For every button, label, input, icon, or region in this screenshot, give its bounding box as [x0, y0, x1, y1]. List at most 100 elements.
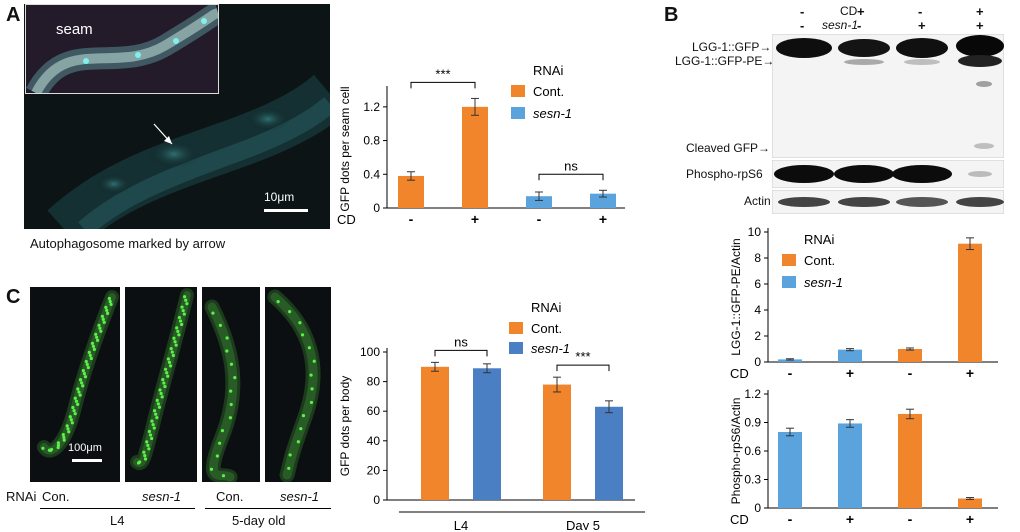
gfp-dot: [176, 329, 180, 333]
x-category-label: +: [846, 511, 854, 527]
y-tick-label: 10: [748, 225, 762, 239]
gfp-dot: [146, 443, 150, 447]
gfp-dot: [166, 374, 170, 378]
gfp-dot: [171, 353, 175, 358]
gfp-dot: [78, 378, 83, 382]
x-category-label: +: [599, 211, 607, 227]
x-row-label: CD: [730, 366, 749, 381]
x-category-label: Day 5: [566, 518, 600, 530]
gfp-dot: [300, 333, 305, 337]
x-category-label: +: [966, 365, 974, 381]
gfp-dot: [142, 450, 146, 454]
gfp-dot: [69, 418, 73, 422]
gfp-dot: [65, 424, 69, 428]
worm-4-art: [267, 289, 321, 482]
blot-lgg1: [772, 34, 1004, 158]
chart-a: 0 0.4 0.8 1.2 GFP dots per seam cell - + - + CD RN…: [337, 63, 625, 227]
gfp-dot: [80, 381, 84, 385]
gfp-dot: [220, 428, 225, 433]
band-label-lgg1-gfp-pe: LGG-1::GFP-PE→: [675, 54, 775, 68]
gfp-dot: [309, 400, 314, 405]
gfp-dot: [225, 336, 229, 340]
gfp-dot: [225, 349, 229, 353]
chart-c: 0 20 40 60 80 100 GFP dots per body ns L4 *** Day …: [338, 300, 645, 530]
gfp-dot: [100, 314, 105, 318]
gfp-dot: [182, 312, 186, 316]
gfp-dot: [66, 427, 70, 431]
gfp-dot: [298, 321, 302, 325]
gfp-dot: [95, 338, 100, 342]
y-tick-label: 0.3: [744, 473, 761, 487]
worm-1-art: [37, 290, 119, 458]
significance-label: ns: [454, 334, 468, 349]
panel-a-label: A: [6, 4, 21, 26]
x-category-label: +: [846, 365, 854, 381]
worm-label-2: sesn-1: [142, 489, 182, 504]
gfp-dot: [211, 311, 215, 315]
gfp-dot: [71, 405, 75, 410]
y-tick-label: 8: [754, 251, 761, 265]
gfp-dot: [107, 296, 112, 301]
y-tick-label: 4: [754, 303, 761, 317]
y-tick-label: 0: [373, 493, 380, 507]
group-line-day5: [205, 508, 331, 509]
arrow-head: [164, 136, 172, 144]
gfp-dot: [299, 427, 303, 431]
x-row-label: CD: [730, 512, 749, 527]
significance-bracket: [556, 364, 610, 372]
gfp-dot: [56, 441, 61, 445]
bar: [958, 498, 982, 508]
gfp-dot: [70, 421, 74, 425]
bar: [543, 384, 571, 500]
gfp-dot: [68, 415, 72, 419]
gfp-dot: [228, 416, 232, 420]
y-tick-label: 0.9: [744, 416, 761, 430]
y-tick-label: 60: [367, 404, 381, 418]
significance-bracket: [538, 173, 604, 181]
x-category-label: -: [908, 365, 913, 381]
x-category-label: -: [908, 511, 913, 527]
x-category-label: +: [471, 211, 479, 227]
y-tick-label: 2: [754, 329, 761, 343]
legend-swatch: [509, 342, 523, 354]
y-tick-label: 0: [373, 201, 380, 215]
gfp-dot: [86, 365, 90, 370]
seam-inset: seam: [25, 4, 219, 94]
y-tick-label: 100: [360, 345, 380, 359]
group-label-l4: L4: [110, 513, 125, 528]
inset-seam-label: seam: [56, 21, 93, 38]
worm-body-core: [270, 292, 318, 480]
gfp-dot: [41, 446, 45, 450]
gfp-dot: [229, 362, 234, 366]
gfp-dot: [83, 375, 88, 379]
gfp-dot: [163, 384, 167, 389]
scale-bar-c-label: 100μm: [68, 442, 102, 454]
gfp-dot: [301, 414, 306, 418]
bar: [462, 106, 488, 208]
gfp-dot: [109, 302, 113, 307]
gfp-dot: [173, 340, 177, 344]
gfp-dot: [89, 356, 93, 361]
gfp-dot: [221, 474, 226, 478]
gfp-dot: [76, 402, 80, 406]
gfp-dot: [155, 398, 159, 402]
gfp-dot: [170, 350, 174, 354]
gfp-dot: [152, 426, 156, 430]
gfp-dot: [87, 350, 91, 354]
y-tick-label: 40: [367, 434, 381, 448]
gfp-dot: [215, 454, 219, 458]
gfp-dot: [105, 308, 109, 312]
y-tick-label: 0.4: [363, 167, 380, 181]
worm-2-art: [130, 288, 194, 471]
gfp-dot: [99, 329, 103, 333]
blot-cd-sign-2: +: [857, 4, 865, 19]
legend-swatch: [782, 276, 796, 288]
gfp-dot: [175, 326, 179, 330]
blot-sesn-sign-2: -: [857, 18, 862, 33]
legend-label: Cont.: [531, 321, 562, 336]
gfp-dot: [150, 419, 154, 423]
gfp-dot: [169, 347, 173, 351]
gfp-dot: [145, 440, 149, 444]
gfp-dot: [81, 384, 85, 388]
